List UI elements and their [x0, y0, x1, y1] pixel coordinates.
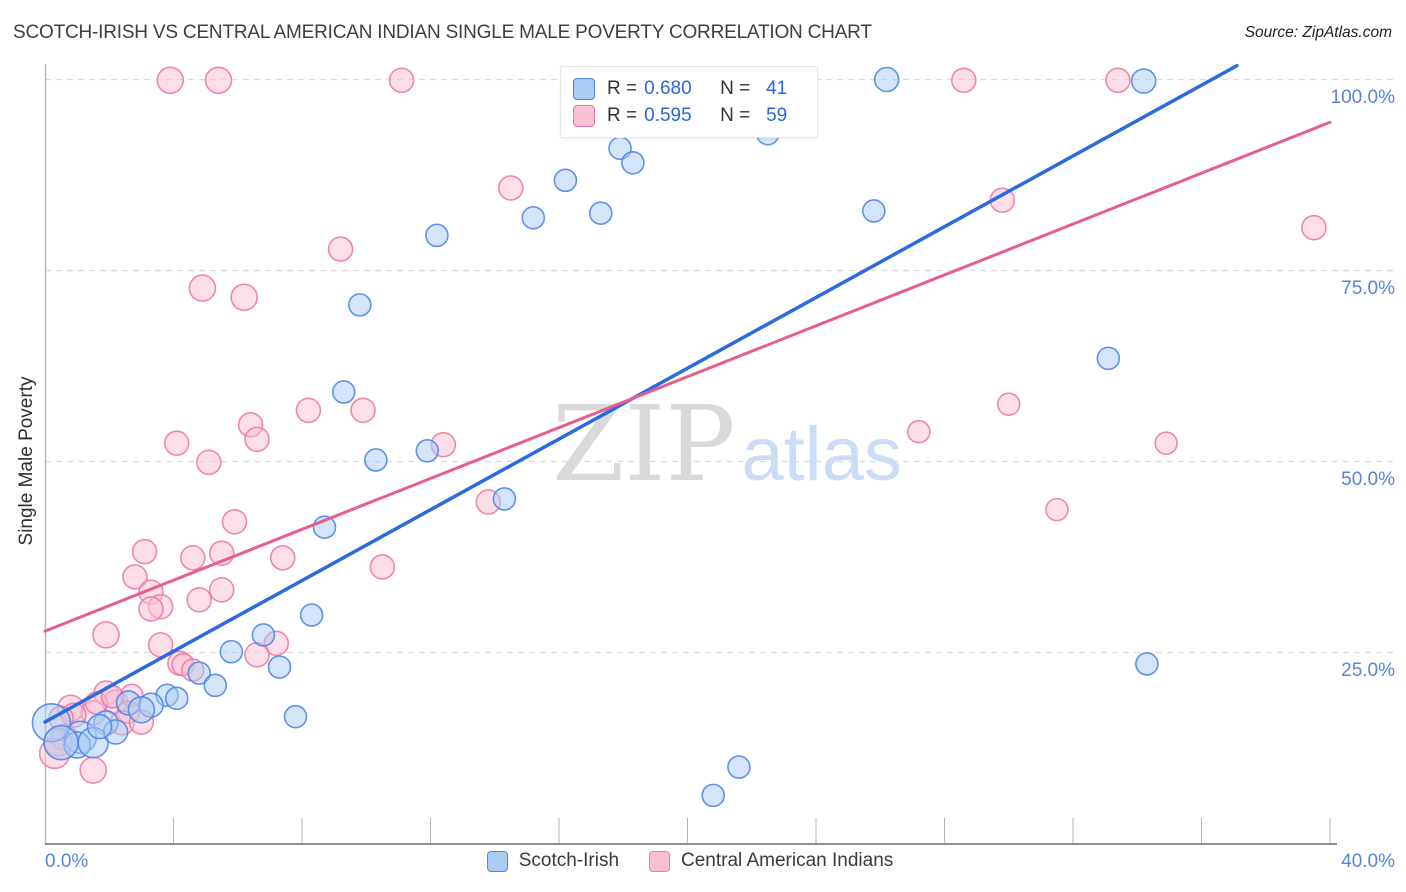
scatter-point-scotch-irish	[348, 293, 372, 317]
y-tick-label-50: 50.0%	[1341, 469, 1395, 490]
scatter-point-scotch-irish	[86, 713, 113, 740]
scatter-point-central-american-indians	[230, 283, 258, 312]
scatter-point-scotch-irish	[862, 199, 886, 223]
correlation-legend-box: R = 0.680 N = 41 R = 0.595 N = 59	[560, 66, 818, 138]
scatter-point-scotch-irish	[1135, 652, 1159, 676]
r-label: R =	[607, 77, 638, 99]
scatter-point-central-american-indians	[950, 67, 977, 94]
scatter-point-scotch-irish	[415, 439, 440, 463]
r-value: 0.595	[644, 104, 692, 126]
scatter-point-scotch-irish	[331, 380, 356, 404]
scatter-point-scotch-irish	[43, 724, 79, 761]
scatter-point-central-american-indians	[92, 621, 120, 649]
scatter-point-scotch-irish	[299, 603, 324, 627]
n-value: 41	[766, 77, 788, 99]
series-legend: Scotch-Irish Central American Indians	[45, 850, 1335, 872]
x-axis-min-label: 0.0%	[45, 851, 89, 872]
trend-line-central-american-indians	[43, 120, 1332, 633]
scatter-point-central-american-indians	[208, 577, 235, 603]
scatter-point-scotch-irish	[364, 448, 388, 472]
scatter-point-central-american-indians	[131, 538, 158, 565]
central-american-indians-swatch	[649, 850, 671, 872]
source-attribution: Source: ZipAtlas.com	[1244, 24, 1392, 41]
scatter-point-central-american-indians	[188, 274, 217, 302]
scatter-point-central-american-indians	[269, 544, 296, 571]
scatter-point-scotch-irish	[219, 639, 244, 664]
legend-row-central-american-indians: R = 0.595 N = 59	[573, 102, 805, 129]
scatter-point-central-american-indians	[295, 397, 322, 424]
scatter-point-central-american-indians	[204, 66, 233, 95]
scatter-point-central-american-indians	[1301, 214, 1327, 241]
legend-row-scotch-irish: R = 0.680 N = 41	[573, 75, 805, 102]
scatter-point-scotch-irish	[267, 655, 292, 679]
n-label: N =	[720, 104, 751, 126]
scatter-point-scotch-irish	[1130, 68, 1157, 94]
r-label: R =	[607, 104, 638, 126]
legend-item-label: Scotch-Irish	[518, 850, 620, 871]
y-tick-label-100: 100.0%	[1330, 87, 1395, 108]
scatter-point-scotch-irish	[251, 623, 276, 647]
scatter-point-central-american-indians	[122, 564, 148, 590]
scatter-point-central-american-indians	[163, 430, 190, 456]
scatter-point-central-american-indians	[221, 509, 248, 535]
n-value: 59	[766, 104, 788, 126]
scatter-point-scotch-irish	[521, 205, 546, 230]
scatter-point-scotch-irish	[425, 223, 449, 248]
scatter-point-scotch-irish	[492, 487, 517, 511]
scatter-point-central-american-indians	[388, 67, 415, 94]
scatter-point-central-american-indians	[1105, 67, 1131, 94]
scatter-point-central-american-indians	[156, 66, 185, 95]
scatter-point-central-american-indians	[244, 426, 270, 453]
scatter-point-central-american-indians	[186, 586, 212, 613]
x-axis-max-label: 40.0%	[1341, 851, 1395, 872]
scotch-irish-swatch	[573, 77, 595, 100]
n-label: N =	[720, 77, 751, 99]
page-title: SCOTCH-IRISH VS CENTRAL AMERICAN INDIAN …	[13, 22, 872, 43]
scatter-point-scotch-irish	[127, 695, 156, 724]
scatter-point-central-american-indians	[1045, 497, 1069, 522]
scatter-point-central-american-indians	[1154, 431, 1178, 455]
scatter-point-scotch-irish	[588, 201, 613, 225]
scatter-point-central-american-indians	[196, 449, 222, 476]
scatter-point-scotch-irish	[621, 150, 645, 175]
scatter-point-scotch-irish	[701, 783, 726, 808]
scatter-point-central-american-indians	[996, 392, 1021, 417]
r-value: 0.680	[644, 77, 692, 99]
scatter-point-central-american-indians	[498, 175, 524, 201]
legend-item-scotch-irish: Scotch-Irish	[486, 850, 620, 872]
y-tick-label-25: 25.0%	[1341, 660, 1395, 681]
scatter-point-central-american-indians	[79, 756, 107, 784]
scatter-point-central-american-indians	[179, 544, 206, 571]
scatter-point-central-american-indians	[138, 596, 164, 622]
y-tick-label-75: 75.0%	[1341, 278, 1395, 299]
central-american-indians-swatch	[573, 104, 595, 127]
scotch-irish-swatch	[486, 850, 508, 872]
scatter-point-scotch-irish	[203, 673, 228, 698]
scatter-point-scotch-irish	[187, 661, 211, 685]
legend-item-central-american-indians: Central American Indians	[649, 850, 893, 872]
scatter-point-central-american-indians	[369, 554, 396, 580]
scatter-point-scotch-irish	[1096, 346, 1121, 371]
scatter-point-central-american-indians	[906, 419, 931, 444]
legend-item-label: Central American Indians	[681, 850, 894, 871]
scatter-point-scotch-irish	[164, 686, 189, 711]
scatter-point-central-american-indians	[327, 236, 354, 262]
scatter-point-central-american-indians	[350, 397, 376, 424]
scatter-point-scotch-irish	[727, 755, 751, 779]
scatter-point-scotch-irish	[553, 168, 578, 193]
scatter-point-scotch-irish	[873, 66, 900, 93]
scatter-point-scotch-irish	[283, 704, 308, 729]
